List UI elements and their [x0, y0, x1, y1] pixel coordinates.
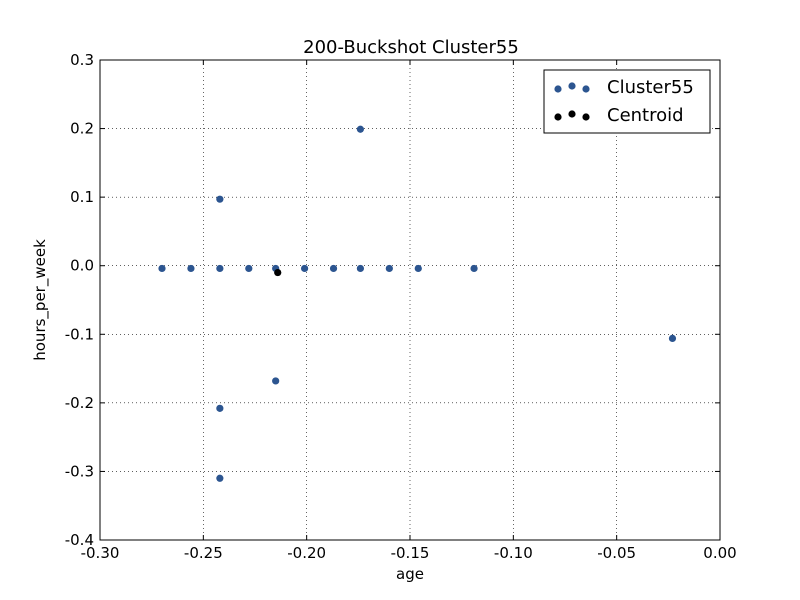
cluster55-point — [216, 264, 224, 273]
legend-entry-cluster55: Cluster55 — [554, 77, 694, 98]
cluster55-point — [668, 334, 677, 342]
cluster55-point — [158, 264, 166, 273]
legend: Cluster55 Centroid — [543, 69, 711, 134]
series-cluster55 — [158, 125, 677, 482]
cluster55-point — [329, 264, 338, 273]
y-tick-labels: 0.3 0.2 0.1 0.0 -0.1 -0.2 -0.3 -0.4 — [65, 51, 94, 549]
legend-box — [543, 69, 711, 134]
cluster55-point — [216, 474, 224, 482]
legend-marker — [568, 110, 576, 118]
y-tick-label: -0.3 — [65, 462, 94, 480]
y-tick-label: 0.1 — [70, 188, 94, 206]
y-tick-label: 0.2 — [70, 120, 94, 138]
legend-entry-centroid: Centroid — [554, 105, 684, 126]
x-tick-label: -0.05 — [597, 544, 636, 562]
legend-marker — [554, 113, 562, 121]
axis-ticks — [99, 59, 721, 541]
x-tick-label: -0.15 — [391, 544, 430, 562]
legend-marker — [568, 82, 576, 90]
y-tick-label: -0.4 — [65, 531, 94, 549]
y-tick-label: -0.2 — [65, 394, 94, 412]
cluster55-point — [414, 264, 422, 273]
cluster55-point — [272, 377, 280, 385]
x-tick-labels: -0.30 -0.25 -0.20 -0.15 -0.10 -0.05 0.00 — [81, 544, 737, 562]
y-axis-label: hours_per_week — [31, 239, 50, 361]
y-tick-label: 0.0 — [70, 257, 94, 275]
chart-title: 200-Buckshot Cluster55 — [303, 37, 519, 58]
x-tick-label: -0.20 — [287, 544, 326, 562]
centroid-point — [274, 268, 282, 277]
cluster55-point — [187, 264, 195, 273]
x-axis-label: age — [396, 565, 424, 583]
cluster55-point — [216, 195, 224, 203]
legend-label: Cluster55 — [607, 77, 694, 98]
cluster55-point — [301, 264, 309, 273]
cluster55-point — [245, 264, 253, 273]
y-tick-label: -0.1 — [65, 325, 94, 343]
cluster55-point — [385, 264, 393, 273]
cluster55-point — [470, 264, 478, 273]
legend-label: Centroid — [607, 105, 684, 126]
cluster55-point — [356, 125, 364, 133]
legend-marker — [582, 113, 590, 121]
series-centroid — [274, 268, 282, 277]
y-tick-label: 0.3 — [70, 51, 94, 69]
legend-marker — [582, 85, 590, 93]
data-points — [158, 125, 677, 482]
x-tick-label: 0.00 — [703, 544, 736, 562]
cluster55-point — [216, 404, 224, 412]
cluster55-point — [356, 264, 364, 273]
x-tick-label: -0.30 — [81, 544, 120, 562]
x-tick-label: -0.10 — [494, 544, 533, 562]
x-tick-label: -0.25 — [184, 544, 223, 562]
legend-marker — [554, 85, 562, 93]
